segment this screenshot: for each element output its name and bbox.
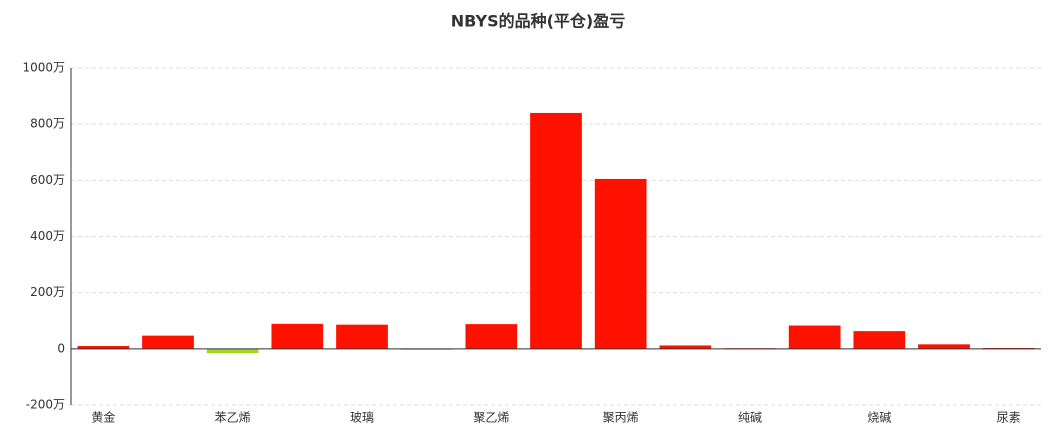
x-tick-label: 聚乙烯 xyxy=(473,411,509,425)
bar xyxy=(530,112,582,349)
x-tick-label: 纯碱 xyxy=(738,411,762,425)
bar xyxy=(594,178,647,349)
y-tick-label: 1000万 xyxy=(22,61,65,75)
bar xyxy=(918,344,970,349)
x-tick-label: 苯乙烯 xyxy=(215,411,251,425)
y-tick-label: 0 xyxy=(57,341,65,355)
bar xyxy=(271,323,324,349)
x-tick-label: 尿素 xyxy=(997,411,1021,425)
bar xyxy=(853,331,906,349)
x-tick-label: 黄金 xyxy=(91,410,115,425)
x-tick-label: 聚丙烯 xyxy=(603,411,639,425)
bar xyxy=(788,325,841,349)
y-tick-label: 200万 xyxy=(30,285,65,299)
bar xyxy=(77,346,130,349)
bar xyxy=(206,348,259,354)
bar xyxy=(465,324,518,349)
x-tick-label: 烧碱 xyxy=(867,411,891,425)
bar xyxy=(336,324,388,349)
chart-title: NBYS的品种(平仓)盈亏 xyxy=(451,12,625,31)
bar xyxy=(142,335,194,349)
y-tick-label: 800万 xyxy=(30,117,65,131)
bar xyxy=(659,345,712,349)
y-tick-label: 600万 xyxy=(30,173,65,187)
y-tick-label: -200万 xyxy=(26,398,65,412)
x-tick-label: 玻璃 xyxy=(350,411,374,425)
y-tick-label: 400万 xyxy=(30,229,65,243)
